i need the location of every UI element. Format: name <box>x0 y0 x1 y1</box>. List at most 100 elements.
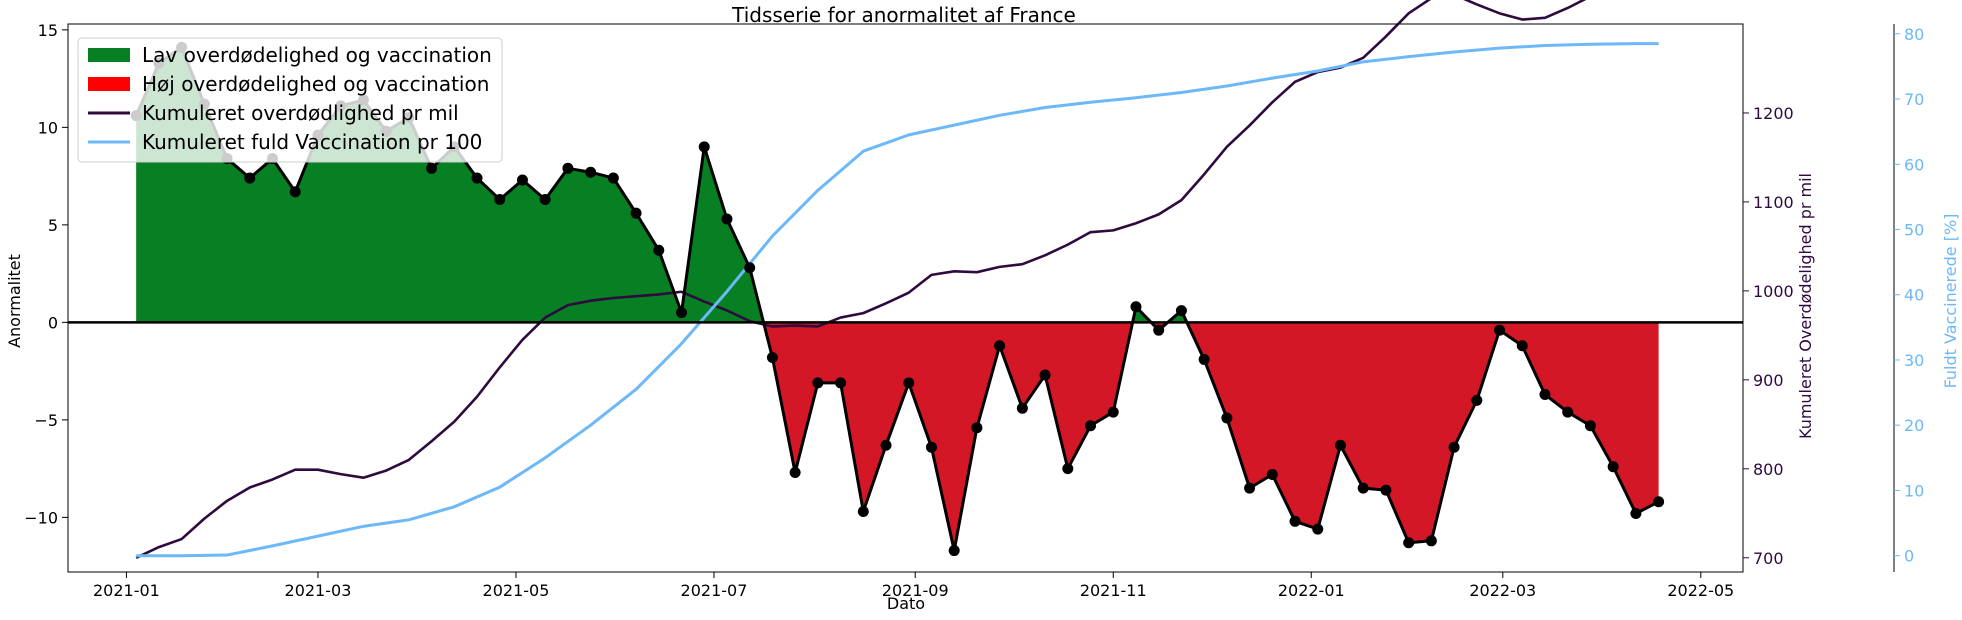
legend-label-2: Kumuleret overdødlighed pr mil <box>142 101 459 125</box>
y-right1-tick-label-1: 800 <box>1753 460 1784 479</box>
anomaly-point-67 <box>1653 496 1665 508</box>
y-right2-tick-label-7: 70 <box>1904 90 1924 109</box>
y-left-tick-label-5: 15 <box>38 21 58 40</box>
anomaly-point-44 <box>1130 301 1142 313</box>
x-tick-label-0: 2021-01 <box>93 581 160 600</box>
anomaly-point-47 <box>1198 353 1210 365</box>
anomaly-point-49 <box>1244 482 1256 494</box>
anomaly-point-40 <box>1039 369 1051 381</box>
anomaly-point-66 <box>1630 507 1642 519</box>
y-right2-tick-label-6: 60 <box>1904 155 1924 174</box>
legend-label-1: Høj overdødelighed og vaccination <box>142 72 489 96</box>
legend-box <box>77 37 503 163</box>
x-tick-label-6: 2022-01 <box>1278 581 1345 600</box>
anomaly-point-43 <box>1107 406 1119 418</box>
anomaly-point-64 <box>1584 420 1596 432</box>
chart-title: Tidsserie for anormalitet af France <box>731 3 1076 27</box>
plot-frame <box>67 23 1744 573</box>
anomaly-point-30 <box>812 377 824 389</box>
anomaly-point-5 <box>244 172 256 184</box>
anomaly-point-60 <box>1494 324 1506 336</box>
anomaly-point-19 <box>562 162 574 174</box>
axes: 2021-01 2021-03 2021-05 2021-07 2021-09 2021-… <box>24 21 1924 600</box>
y-right2-tick-label-5: 50 <box>1904 221 1924 240</box>
anomaly-point-62 <box>1539 389 1551 401</box>
anomaly-point-32 <box>857 506 869 518</box>
anomaly-point-16 <box>494 194 506 206</box>
y-right1-tick-label-2: 900 <box>1753 371 1784 390</box>
y-right1-tick-label-5: 1200 <box>1753 104 1794 123</box>
y-left-tick-label-4: 10 <box>38 118 58 137</box>
anomaly-point-7 <box>289 186 301 198</box>
anomaly-point-41 <box>1062 463 1074 475</box>
y-left-tick-label-3: 5 <box>48 216 58 235</box>
anomaly-point-63 <box>1562 406 1574 418</box>
anomaly-point-25 <box>698 141 710 153</box>
anomaly-point-46 <box>1175 305 1187 317</box>
y-left-tick-label-1: −5 <box>34 411 58 430</box>
anomaly-point-56 <box>1403 537 1415 549</box>
x-tick-label-7: 2022-03 <box>1469 581 1536 600</box>
y-right1-axis-title: Kumuleret Overdødelighed pr mil <box>1796 173 1815 439</box>
x-tick-label-8: 2022-05 <box>1667 581 1734 600</box>
anomaly-point-59 <box>1471 394 1483 406</box>
anomaly-point-34 <box>903 377 915 389</box>
x-tick-label-2: 2021-05 <box>483 581 550 600</box>
anomaly-point-42 <box>1085 420 1097 432</box>
y-left-axis-title: Anormalitet <box>5 254 24 348</box>
y-right2-tick-label-8: 80 <box>1904 25 1924 44</box>
legend-swatch-1 <box>88 77 130 91</box>
x-tick-label-4: 2021-09 <box>882 581 949 600</box>
anomaly-point-54 <box>1357 482 1369 494</box>
x-tick-label-5: 2021-11 <box>1080 581 1147 600</box>
anomaly-point-53 <box>1334 439 1346 451</box>
anomaly-point-39 <box>1016 402 1028 414</box>
negative-area-5 <box>1186 322 1659 543</box>
y-right2-tick-label-4: 40 <box>1904 286 1924 305</box>
positive-area-0 <box>136 47 764 323</box>
anomaly-point-55 <box>1380 484 1392 496</box>
anomaly-point-29 <box>789 467 801 479</box>
y-right1-tick-label-4: 1100 <box>1753 193 1794 212</box>
y-right2-tick-label-0: 0 <box>1904 547 1914 566</box>
anomaly-point-17 <box>516 174 528 186</box>
anomaly-point-58 <box>1448 441 1460 453</box>
legend: Lav overdødelighed og vaccination Høj ove… <box>77 37 503 163</box>
y-right2-tick-label-3: 30 <box>1904 351 1924 370</box>
anomaly-point-45 <box>1153 324 1165 336</box>
y-right2-tick-label-2: 20 <box>1904 416 1924 435</box>
anomaly-point-65 <box>1607 461 1619 473</box>
anomaly-point-22 <box>630 207 642 219</box>
anomaly-point-50 <box>1266 468 1278 480</box>
x-axis-title: Dato <box>887 594 925 613</box>
plot-area <box>68 0 1743 559</box>
anomaly-point-37 <box>971 422 983 434</box>
y-right1-tick-label-0: 700 <box>1753 549 1784 568</box>
anomaly-point-31 <box>835 377 847 389</box>
legend-label-0: Lav overdødelighed og vaccination <box>142 43 492 67</box>
anomaly-point-27 <box>744 262 756 274</box>
anomaly-point-61 <box>1516 340 1528 352</box>
anomaly-point-33 <box>880 439 892 451</box>
anomaly-point-23 <box>653 244 665 256</box>
anomaly-point-20 <box>585 166 597 178</box>
anomaly-point-26 <box>721 213 733 225</box>
y-left-tick-label-2: 0 <box>48 313 58 332</box>
anomaly-point-52 <box>1312 523 1324 535</box>
y-right2-axis-title: Fuldt Vaccinerede [%] <box>1941 214 1960 389</box>
anomaly-point-35 <box>925 441 937 453</box>
cumulative-excess-line <box>135 0 1587 559</box>
anomaly-point-38 <box>994 340 1006 352</box>
anomaly-point-18 <box>539 194 551 206</box>
anomaly-point-57 <box>1425 535 1437 547</box>
x-tick-label-1: 2021-03 <box>285 581 352 600</box>
anomaly-point-15 <box>471 172 483 184</box>
x-tick-label-3: 2021-07 <box>681 581 748 600</box>
vaccination-line <box>136 42 1659 558</box>
anomaly-point-21 <box>607 172 619 184</box>
anomaly-point-51 <box>1289 515 1301 527</box>
y-left-tick-label-0: −10 <box>24 508 58 527</box>
y-right2-tick-label-1: 10 <box>1904 481 1924 500</box>
anomaly-point-24 <box>676 307 688 319</box>
